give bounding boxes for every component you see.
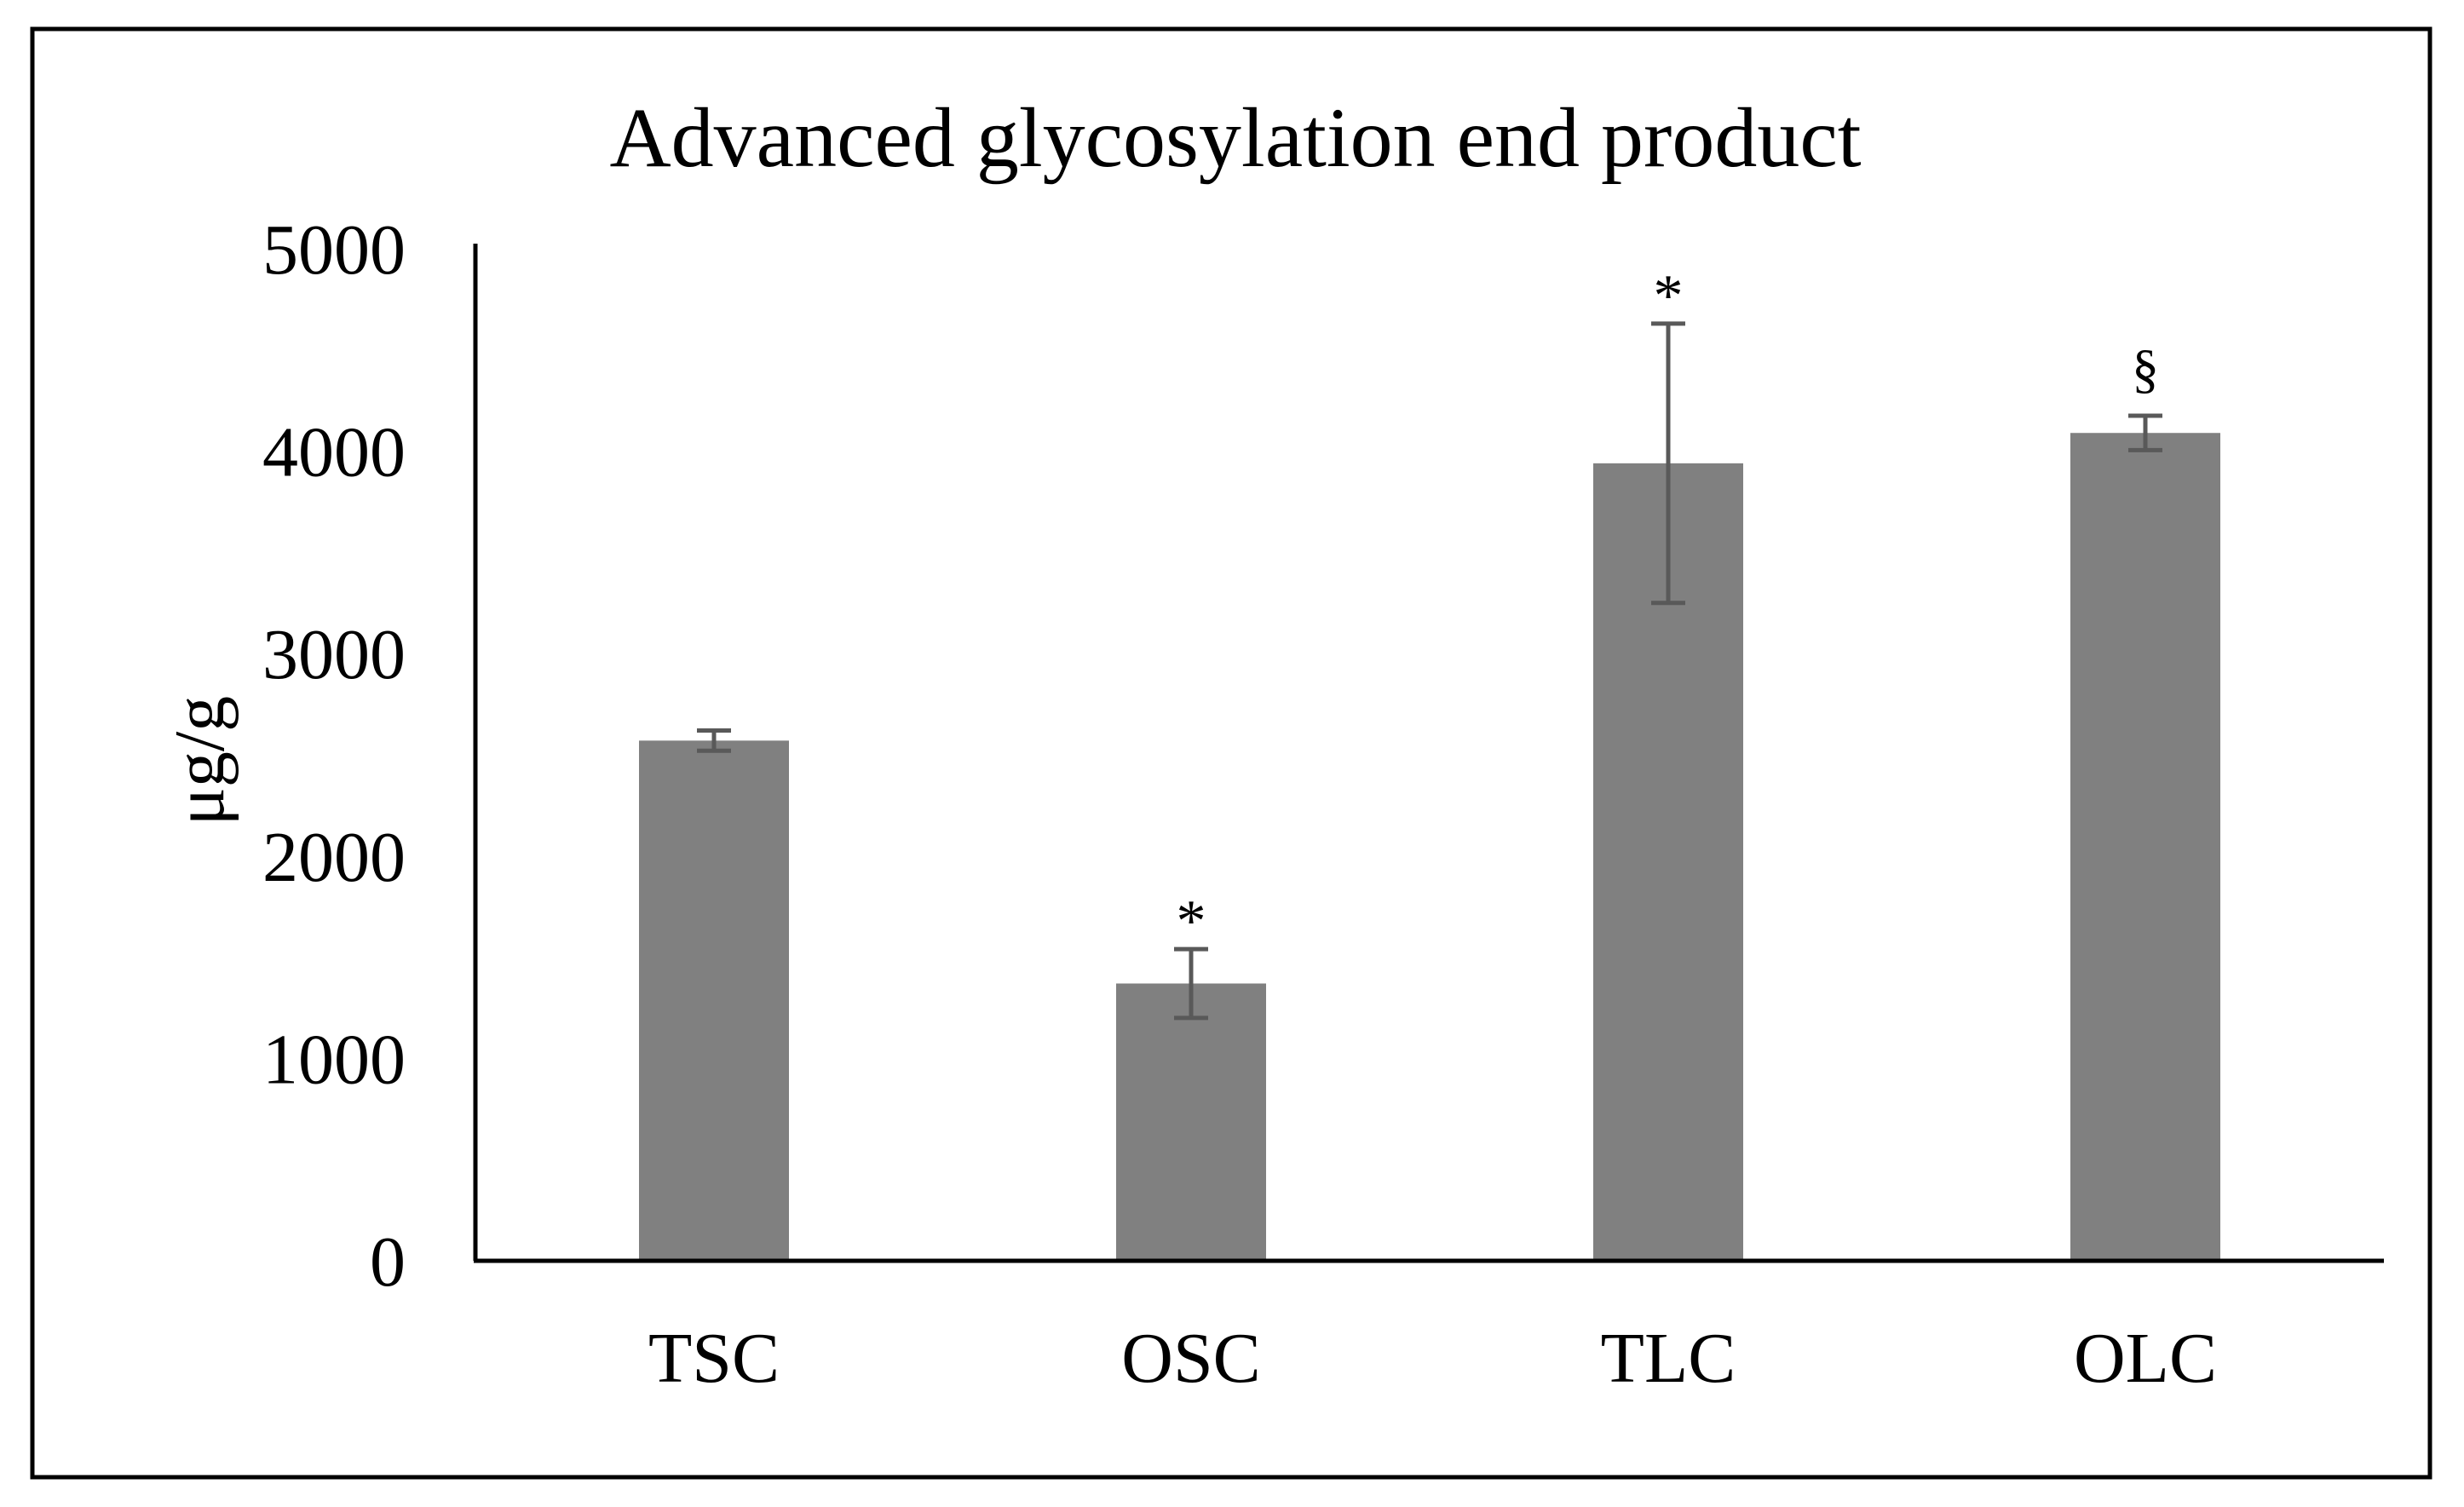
y-axis-ticks: 0 1000 2000 3000 4000 5000 bbox=[262, 210, 406, 1302]
chart-border bbox=[30, 26, 2432, 1480]
y-tick-label: 1000 bbox=[262, 1020, 406, 1099]
x-tick-label: TSC bbox=[648, 1319, 780, 1398]
error-bar-olc bbox=[2128, 413, 2162, 452]
y-tick-label: 3000 bbox=[262, 615, 406, 694]
x-tick-label: OLC bbox=[2074, 1319, 2217, 1398]
error-bar-osc bbox=[1174, 946, 1208, 1021]
error-bar-tlc bbox=[1651, 321, 1685, 606]
bar-osc bbox=[1116, 983, 1266, 1261]
significance-marker: * bbox=[1654, 263, 1684, 329]
bar-series: * * § bbox=[639, 263, 2220, 1261]
chart-title: Advanced glycosylation end product bbox=[609, 90, 1861, 185]
bar-olc bbox=[2070, 433, 2220, 1261]
error-bar-tsc bbox=[697, 728, 731, 753]
y-tick-label: 5000 bbox=[262, 210, 406, 290]
x-tick-label: TLC bbox=[1601, 1319, 1736, 1398]
y-axis-label: μg/g bbox=[160, 696, 239, 825]
y-tick-label: 0 bbox=[370, 1222, 406, 1302]
x-axis-ticks: TSC OSC TLC OLC bbox=[648, 1319, 2217, 1398]
y-tick-label: 4000 bbox=[262, 413, 406, 492]
bar-tsc bbox=[639, 740, 789, 1261]
y-tick-label: 2000 bbox=[262, 818, 406, 897]
significance-marker: § bbox=[2132, 338, 2159, 399]
x-tick-label: OSC bbox=[1121, 1319, 1260, 1398]
significance-marker: * bbox=[1177, 889, 1206, 954]
